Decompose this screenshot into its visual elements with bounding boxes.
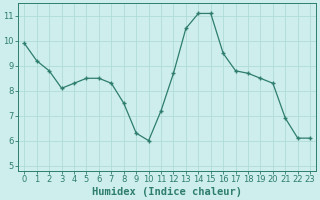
X-axis label: Humidex (Indice chaleur): Humidex (Indice chaleur) — [92, 186, 242, 197]
